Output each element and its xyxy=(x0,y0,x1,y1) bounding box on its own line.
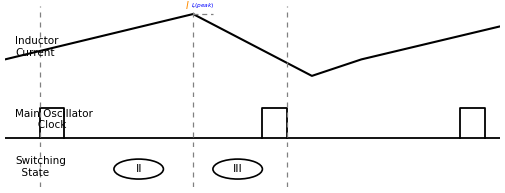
Text: Switching
  State: Switching State xyxy=(15,157,66,178)
Text: $_{L(peak)}$: $_{L(peak)}$ xyxy=(191,1,215,11)
Text: Main Oscillator
       Clock: Main Oscillator Clock xyxy=(15,109,93,130)
Text: Inductor
Current: Inductor Current xyxy=(15,36,59,58)
Text: III: III xyxy=(233,164,242,174)
Text: II: II xyxy=(135,164,142,174)
Text: I: I xyxy=(185,1,188,11)
